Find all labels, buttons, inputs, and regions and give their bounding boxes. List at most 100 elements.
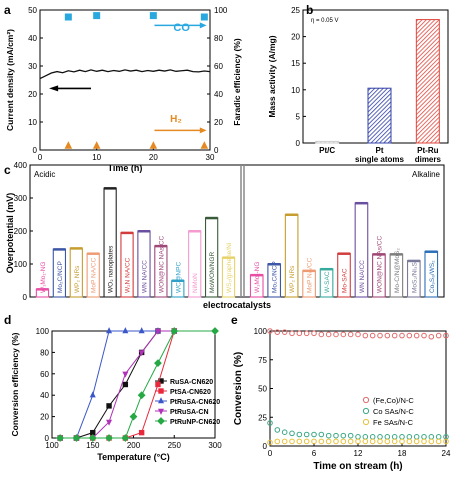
- a-plot-frame: [39, 9, 211, 151]
- b-y-axis-title: Mass activity (A/mg): [267, 35, 277, 117]
- e-series-point: [347, 432, 354, 439]
- e-series-point: [377, 434, 383, 440]
- c-bar-label-alkaline: WN NA/CC: [359, 260, 366, 293]
- c-y-tick-label: 100: [14, 260, 28, 269]
- b-category-label: Pt-Ru: [417, 146, 438, 155]
- d-y-tick-label: 60: [40, 370, 49, 379]
- d-x-tick-label: 200: [127, 441, 141, 450]
- e-series-point: [369, 332, 376, 339]
- b-y-tick-label: 15: [291, 59, 300, 68]
- d-y-tick-label: 80: [40, 348, 49, 357]
- c-bar-label-acidic: WS₂/graphene/Ni: [226, 243, 233, 293]
- a-y2-tick-label: 60: [214, 62, 223, 71]
- c-bar-label-acidic: W₂N NA/CC: [125, 257, 132, 293]
- e-series-point: [267, 328, 273, 334]
- e-series-point: [318, 331, 325, 338]
- c-bar-cap-alkaline: [424, 250, 438, 253]
- e-legend-label: (Fe,Co)/N-C: [373, 396, 414, 405]
- c-bar-cap-alkaline: [355, 201, 368, 205]
- d-series-point: [106, 403, 112, 409]
- e-series-point: [325, 331, 332, 338]
- d-series-point: [105, 434, 113, 442]
- e-series-point: [274, 427, 281, 433]
- panel-d: d 0 20 40 60 80 100 100 150 200 250 300 Conversion …: [4, 313, 222, 462]
- a-y-tick-label: 20: [28, 90, 37, 99]
- e-series-point: [311, 438, 317, 445]
- e-series-point: [377, 438, 383, 445]
- a-y-tick-label: 40: [28, 34, 37, 43]
- d-series-point: [106, 327, 113, 334]
- c-bar-label-acidic: WON@NC NAs/CC: [158, 236, 165, 293]
- e-series-point: [267, 439, 273, 446]
- b-bar-pt-ru-dimers: [415, 19, 440, 144]
- c-bar-cap-acidic: [36, 288, 49, 291]
- a-y-tick-label: 10: [28, 118, 37, 127]
- e-series-point: [289, 430, 295, 437]
- d-legend-label: PtRuSA-CN620: [170, 399, 220, 406]
- c-y-tick-label: 200: [14, 227, 28, 236]
- c-bar-label-alkaline: W₁Mo₁-NG: [254, 262, 261, 293]
- c-bar-cap-alkaline: [250, 273, 264, 277]
- d-x-axis-title: Temperature (°C): [97, 452, 169, 462]
- b-y-tick-label: 25: [291, 6, 300, 15]
- d-y-axis-title: Conversion efficiency (%): [10, 332, 20, 436]
- e-series-point: [443, 438, 449, 445]
- a-y2-tick-label: 20: [214, 118, 223, 127]
- c-bar-label-alkaline: Mo₂C/NCP: [272, 261, 279, 293]
- c-y-tick-label: 400: [14, 161, 28, 170]
- e-series-point: [296, 431, 303, 438]
- c-region-acidic: Acidic: [34, 170, 55, 179]
- d-series-point: [170, 327, 179, 335]
- c-bar-cap-acidic: [87, 252, 100, 255]
- d-series-point: [122, 327, 129, 334]
- e-series-point: [428, 333, 435, 340]
- c-y-tick-label: 0: [23, 293, 28, 302]
- a-fe-co-point: [64, 13, 72, 21]
- d-series-point: [121, 434, 130, 442]
- c-region-alkaline: Alkaline: [412, 170, 441, 179]
- d-series-point: [89, 391, 96, 398]
- e-series-point: [318, 438, 325, 445]
- a-y2-axis-title: Faradic efficiency (%): [232, 38, 242, 126]
- e-series-point: [355, 438, 361, 445]
- e-series-point: [340, 331, 347, 338]
- c-bar-label-acidic: MoP NA/CC: [91, 257, 98, 293]
- d-x-tick-label: 150: [86, 441, 100, 450]
- e-series-point: [303, 431, 310, 438]
- b-y-tick-label: 5: [296, 112, 301, 121]
- a-x-tick-label: 0: [38, 153, 43, 162]
- e-x-tick-label: 0: [268, 449, 273, 458]
- a-y-axis-title: Current density (mA/cm²): [5, 29, 15, 131]
- b-category-label: Pt/C: [319, 146, 335, 155]
- d-series-point: [154, 359, 162, 368]
- c-bar-cap-acidic: [154, 244, 167, 248]
- c-bar-cap-alkaline: [285, 213, 298, 216]
- e-series-point: [391, 332, 398, 339]
- e-series-point: [303, 438, 310, 445]
- d-legend-label: RuSA-CN620: [170, 379, 213, 386]
- a-left-arrow-head: [49, 85, 59, 92]
- d-legend-label: PtSA-CN620: [170, 389, 211, 396]
- b-category-label: single atoms: [355, 155, 404, 164]
- c-bar-label-alkaline: MoS₂/Ni₃S₂: [411, 259, 418, 293]
- e-y-tick-label: 25: [258, 413, 267, 422]
- d-series-point: [138, 350, 145, 357]
- e-series-point: [421, 434, 427, 440]
- e-series-point: [384, 434, 391, 440]
- e-series-point: [399, 434, 405, 440]
- d-series-point: [137, 391, 146, 400]
- a-y2-tick-label: 100: [214, 6, 228, 15]
- d-legend-label: PtRuSA-CN: [170, 409, 209, 416]
- panel-c-label: c: [4, 163, 11, 177]
- c-bar-label-acidic: WC@NPC: [175, 262, 182, 293]
- e-series-point: [413, 438, 420, 445]
- d-legend-marker: [157, 397, 165, 404]
- d-y-tick-label: 0: [45, 434, 50, 443]
- d-x-tick-label: 100: [45, 441, 59, 450]
- c-bar-cap-acidic: [205, 216, 218, 220]
- c-bar-cap-acidic: [222, 256, 235, 259]
- e-series-point: [340, 432, 347, 439]
- e-series-point: [333, 432, 339, 439]
- d-legend-marker: [157, 408, 165, 415]
- c-bar-cap-alkaline: [372, 253, 386, 256]
